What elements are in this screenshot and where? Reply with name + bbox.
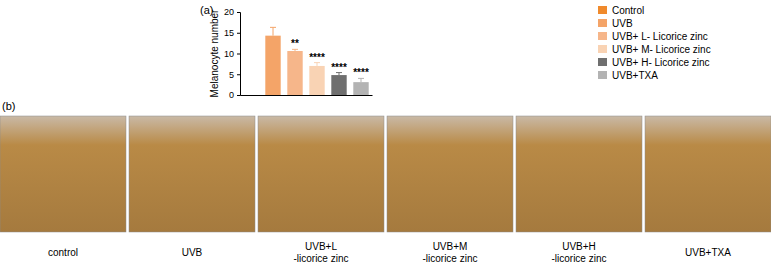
legend-swatch bbox=[598, 6, 607, 14]
legend-item: UVB bbox=[598, 18, 633, 29]
tick-label: 10 bbox=[224, 49, 234, 59]
bar bbox=[331, 75, 346, 95]
micrograph bbox=[258, 116, 384, 232]
tick-label: 0 bbox=[229, 90, 234, 100]
legend-label: UVB+TXA bbox=[612, 70, 658, 81]
significance: ** bbox=[291, 38, 299, 49]
caption-line: UVB+M bbox=[433, 241, 468, 252]
legend-item: UVB+ M- Licorice zinc bbox=[598, 44, 711, 55]
axis-line bbox=[237, 13, 241, 96]
tick-label: 5 bbox=[229, 70, 234, 80]
tick: 15 bbox=[224, 28, 240, 38]
tick-mark bbox=[237, 54, 240, 55]
caption-line: UVB+H bbox=[562, 241, 596, 252]
error-bar bbox=[270, 27, 276, 35]
tick-label: 20 bbox=[224, 7, 234, 17]
legend-item: Control bbox=[598, 5, 644, 16]
caption-line: UVB+TXA bbox=[685, 247, 731, 258]
micrograph bbox=[129, 116, 255, 232]
panel-label: (b) bbox=[2, 100, 15, 112]
legend-label: Control bbox=[612, 5, 644, 16]
axis-line bbox=[241, 95, 373, 96]
micrograph bbox=[387, 116, 513, 232]
micrograph bbox=[0, 116, 126, 232]
image-caption: UVB+H-licorice zinc bbox=[551, 241, 606, 264]
significance: **** bbox=[331, 62, 347, 73]
legend-label: UVB+ L- Licorice zinc bbox=[612, 31, 708, 42]
bar bbox=[287, 51, 302, 95]
error-cap bbox=[270, 27, 276, 28]
legend-item: UVB+TXA bbox=[598, 70, 658, 81]
caption-line: UVB bbox=[182, 247, 203, 258]
tick-label: 15 bbox=[224, 28, 234, 38]
legend-swatch bbox=[598, 71, 607, 79]
y-axis: 0 5 10 15 20 bbox=[224, 7, 241, 100]
caption-line: -licorice zinc bbox=[422, 253, 477, 264]
caption-line: -licorice zinc bbox=[551, 253, 606, 264]
error-line bbox=[273, 27, 274, 35]
error-line bbox=[361, 78, 362, 82]
legend: Control UVB UVB+ L- Licorice zinc UVB+ M- L… bbox=[598, 5, 711, 81]
caption-line: -licorice zinc bbox=[293, 253, 348, 264]
axis-title: Melanocyte number bbox=[209, 9, 220, 97]
legend-swatch bbox=[598, 19, 607, 27]
tick: 10 bbox=[224, 49, 240, 59]
error-bar bbox=[358, 78, 364, 82]
bar bbox=[265, 36, 280, 95]
legend-label: UVB+ H- Licorice zinc bbox=[612, 57, 710, 68]
bar bbox=[353, 82, 368, 95]
image-caption: control bbox=[48, 247, 78, 258]
caption-line: UVB+L bbox=[305, 241, 337, 252]
tick-mark bbox=[237, 74, 240, 75]
tick-mark bbox=[237, 12, 240, 13]
tick: 5 bbox=[229, 70, 240, 80]
significance: **** bbox=[309, 52, 325, 63]
legend-label: UVB bbox=[612, 18, 633, 29]
error-bar bbox=[292, 49, 298, 51]
micrograph bbox=[516, 116, 642, 232]
image-caption: UVB+M-licorice zinc bbox=[422, 241, 477, 264]
caption-line: control bbox=[48, 247, 78, 258]
x-axis bbox=[241, 95, 373, 97]
legend-swatch bbox=[598, 32, 607, 40]
legend-label: UVB+ M- Licorice zinc bbox=[612, 44, 711, 55]
tick: 20 bbox=[224, 7, 240, 17]
error-bar bbox=[336, 73, 342, 75]
image-caption: UVB bbox=[182, 247, 203, 258]
tick: 0 bbox=[229, 90, 240, 100]
legend-swatch bbox=[598, 45, 607, 53]
error-bar bbox=[314, 63, 320, 66]
significance: **** bbox=[353, 67, 369, 78]
legend-item: UVB+ L- Licorice zinc bbox=[598, 31, 708, 42]
figure: (a)(b)05101520Melanocyte number*********… bbox=[0, 0, 771, 278]
tick-mark bbox=[237, 95, 240, 96]
bar bbox=[309, 66, 324, 95]
bars bbox=[265, 27, 368, 95]
legend-swatch bbox=[598, 58, 607, 66]
image-caption: UVB+L-licorice zinc bbox=[293, 241, 348, 264]
tick-mark bbox=[237, 33, 240, 34]
micrograph bbox=[645, 116, 771, 232]
legend-item: UVB+ H- Licorice zinc bbox=[598, 57, 710, 68]
image-caption: UVB+TXA bbox=[685, 247, 731, 258]
